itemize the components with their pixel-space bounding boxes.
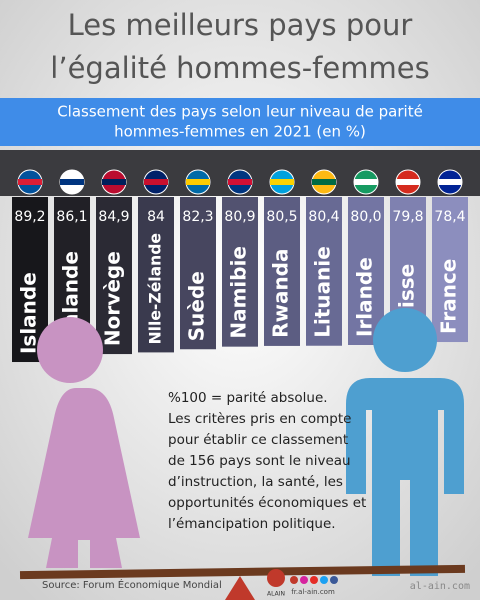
flag-stripe xyxy=(60,179,84,185)
value-label: 80,4 xyxy=(308,209,339,225)
note-line: Les critères pris en compte xyxy=(168,411,351,427)
title-line: Les meilleurs pays pour xyxy=(68,8,413,42)
flag-stripe xyxy=(270,179,294,185)
category-label: Nlle-Zélande xyxy=(147,233,165,344)
flag-stripe xyxy=(312,179,336,185)
flag-stripe xyxy=(186,179,210,185)
category-label: Irlande xyxy=(353,257,377,337)
category-label: Namibie xyxy=(227,246,251,339)
subtitle-band xyxy=(0,98,480,146)
value-label: 82,3 xyxy=(182,209,213,225)
bar xyxy=(222,197,258,347)
social-icon xyxy=(310,576,318,584)
category-label: Suède xyxy=(185,271,209,341)
value-label: 80,0 xyxy=(350,209,381,225)
category-label: Lituanie xyxy=(311,246,335,338)
social-icon xyxy=(300,576,308,584)
logo-icon xyxy=(267,569,285,587)
title-line: l’égalité hommes-femmes xyxy=(50,51,429,85)
source: Source: Forum Économique Mondial xyxy=(42,578,222,591)
bar xyxy=(138,197,174,353)
bar xyxy=(348,197,384,345)
flag-stripe xyxy=(396,179,420,185)
website: fr.al-ain.com xyxy=(291,588,335,596)
value-label: 86,1 xyxy=(56,209,87,225)
subtitle-line: hommes-femmes en 2021 (en %) xyxy=(114,123,366,141)
seesaw-pivot xyxy=(225,576,255,600)
flag-stripe xyxy=(354,179,378,185)
bar xyxy=(180,197,216,350)
social-icon xyxy=(290,576,298,584)
value-label: 89,2 xyxy=(14,209,45,225)
bar xyxy=(432,197,468,343)
watermark: al-ain.com xyxy=(410,581,470,592)
value-label: 84 xyxy=(147,209,165,225)
value-label: 80,9 xyxy=(224,209,255,225)
note-line: pour établir ce classement xyxy=(168,432,348,448)
flag-stripe xyxy=(18,179,42,185)
note: %100 = parité absolue. Les critères pris … xyxy=(168,390,366,532)
man-figure xyxy=(346,308,464,576)
flag-stripe xyxy=(438,179,462,185)
flag-stripe xyxy=(228,179,252,185)
subtitle-line: Classement des pays selon leur niveau de… xyxy=(57,103,423,121)
seesaw-plank xyxy=(19,564,466,580)
woman-figure xyxy=(28,317,140,568)
note-line: opportunités économiques et xyxy=(168,495,366,511)
category-label: France xyxy=(437,259,461,334)
note-line: de 156 pays sont le niveau xyxy=(168,453,351,469)
category-label: Norvège xyxy=(101,251,125,346)
logo: ALAIN xyxy=(267,591,285,598)
flag-stripe xyxy=(102,179,126,185)
note-line: l’émancipation politique. xyxy=(168,516,336,532)
value-label: 80,5 xyxy=(266,209,297,225)
bars: 89,2Islande86,1Finlande84,9Norvège84Nlle… xyxy=(12,169,468,363)
social-icon xyxy=(320,576,328,584)
value-label: 79,8 xyxy=(392,209,423,225)
bar xyxy=(306,197,342,346)
value-label: 84,9 xyxy=(98,209,129,225)
note-line: d’instruction, la santé, les xyxy=(168,474,343,490)
category-label: Rwanda xyxy=(269,248,293,337)
social-icon xyxy=(330,576,338,584)
flag-stripe xyxy=(144,179,168,185)
bar xyxy=(96,197,132,355)
value-label: 78,4 xyxy=(434,209,465,225)
category-label: Islande xyxy=(17,272,41,354)
note-line: %100 = parité absolue. xyxy=(168,390,328,406)
bar xyxy=(264,197,300,346)
